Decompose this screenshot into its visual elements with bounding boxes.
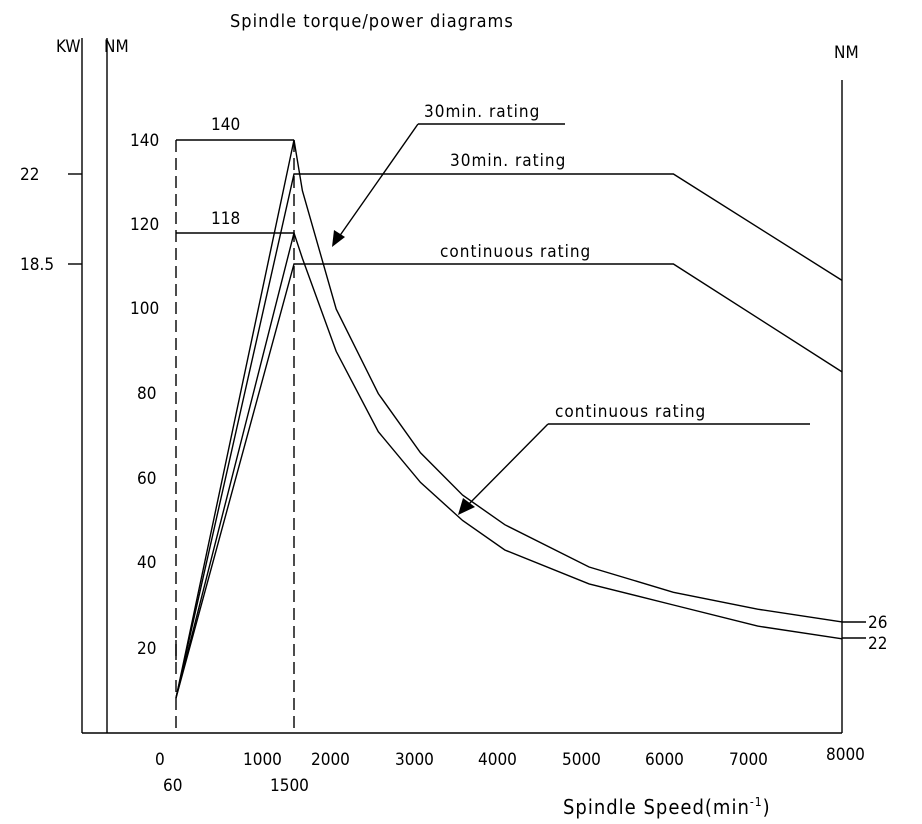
x-tick-7000: 7000	[729, 750, 768, 770]
nm-tick-100: 100	[130, 299, 159, 319]
right-nm-axis-label: NM	[834, 43, 859, 63]
power-30min-annotation: 30min. rating	[450, 151, 566, 171]
nm-tick-40: 40	[137, 553, 156, 573]
chart-title: Spindle torque/power diagrams	[230, 11, 514, 32]
x-tick-1500: 1500	[270, 776, 309, 796]
kw-axis-label: KW	[56, 37, 81, 57]
series-torque-30min	[175, 139, 843, 699]
nm-tick-80: 80	[137, 384, 156, 404]
series-power-30min	[175, 173, 843, 699]
nm-tick-120: 120	[130, 215, 159, 235]
torque-30min-annotation: 30min. rating	[424, 102, 540, 122]
kw-tick-18-5: 18.5	[20, 255, 54, 275]
x-tick-2000: 2000	[311, 750, 350, 770]
plateau-label-140: 140	[211, 115, 240, 135]
power-cont-annotation: continuous rating	[440, 242, 591, 262]
x-tick-0: 0	[155, 750, 165, 770]
nm-axis-label: NM	[104, 37, 129, 57]
torque-cont-arrowhead	[458, 498, 475, 515]
torque-30min-arrowhead	[332, 230, 345, 247]
x-tick-60: 60	[163, 776, 182, 796]
x-tick-1000: 1000	[243, 750, 282, 770]
x-tick-3000: 3000	[395, 750, 434, 770]
x-tick-4000: 4000	[478, 750, 517, 770]
torque-cont-annotation: continuous rating	[555, 402, 706, 422]
torque-cont-annotation-leader	[461, 423, 549, 512]
x-tick-5000: 5000	[562, 750, 601, 770]
end-label-26: 26	[868, 613, 887, 633]
series-power-continuous	[175, 263, 843, 699]
torque-30min-annotation-leader	[333, 123, 419, 245]
series-torque-continuous	[175, 230, 843, 699]
x-tick-8000: 8000	[826, 745, 865, 765]
x-tick-6000: 6000	[645, 750, 684, 770]
end-label-22: 22	[868, 634, 887, 654]
nm-tick-140: 140	[130, 131, 159, 151]
kw-tick-22: 22	[20, 165, 39, 185]
nm-tick-20: 20	[137, 639, 156, 659]
plateau-label-118: 118	[211, 209, 240, 229]
nm-tick-60: 60	[137, 469, 156, 489]
x-axis-title: Spindle Speed(min-1)	[563, 795, 771, 819]
